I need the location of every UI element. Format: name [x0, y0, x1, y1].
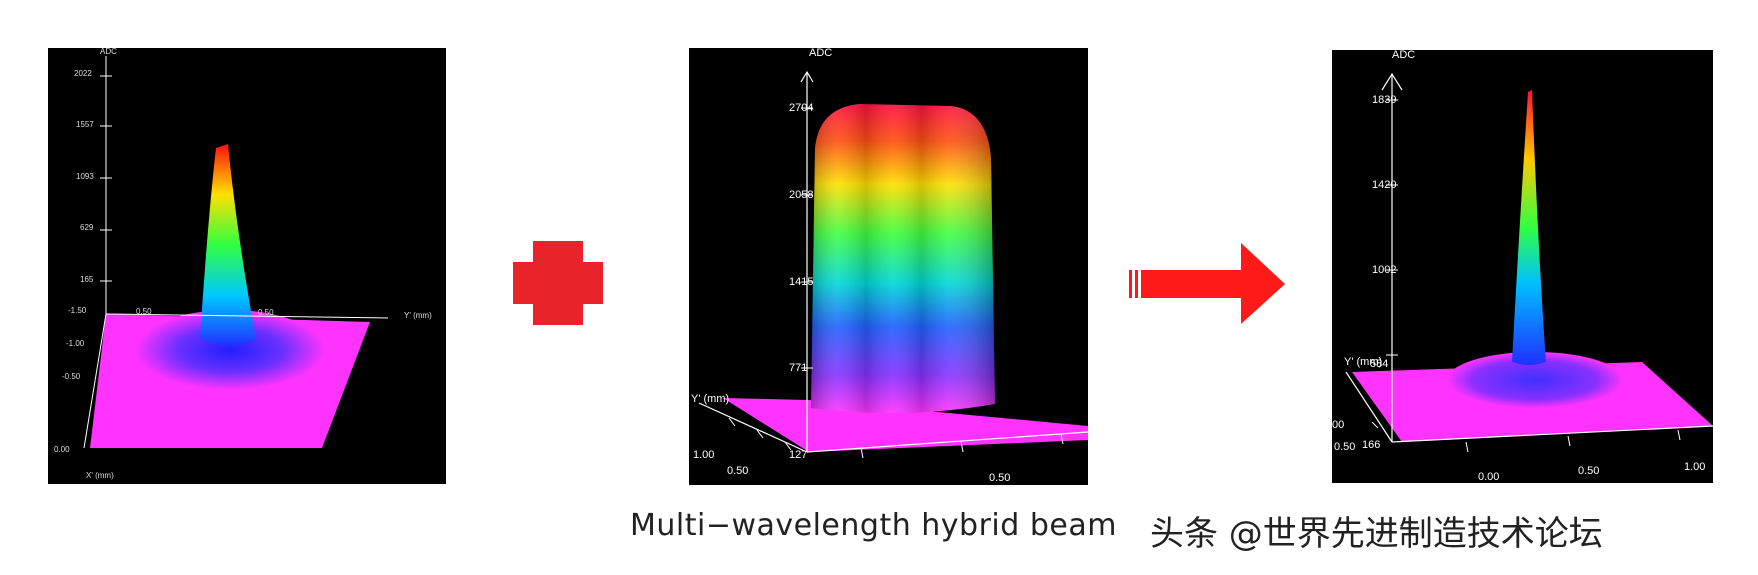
z-tick: 629	[80, 223, 94, 232]
z-tick: 2704	[789, 102, 814, 114]
result-arrow-icon	[1129, 243, 1285, 324]
x-tick: 0.00	[1478, 471, 1500, 483]
beam-profile-plot-flat-top: ADC 2704 2058 1415 771 127 Y' (mm) 1.00 …	[689, 48, 1088, 485]
z-tick: 2058	[789, 189, 814, 201]
y-tick: 0.50	[727, 465, 749, 477]
beam-profile-a-graphic	[83, 56, 389, 449]
y-tick: -1.50	[68, 306, 87, 315]
y-axis-label: Y' (mm)	[1344, 356, 1383, 368]
y-tick: -1.00	[66, 339, 85, 348]
z-tick: 166	[1362, 439, 1381, 451]
z-tick: 584	[1370, 358, 1389, 370]
figure-caption: Multi−wavelength hybrid beam	[630, 508, 1117, 543]
bottom-axis-label: X' (mm)	[86, 471, 114, 480]
y-tick: 0.00	[54, 445, 70, 454]
z-axis-title: ADC	[1392, 50, 1416, 61]
beam-profile-plot-hybrid: ADC 1839 1420 1002 584 166 Y' (mm) 00 0.…	[1332, 50, 1713, 483]
z-tick: 1420	[1372, 179, 1397, 191]
y-tick: 0.50	[1334, 441, 1356, 453]
beam-base-glow	[1447, 352, 1623, 408]
beam-peak	[200, 144, 256, 347]
x-tick: 0.50	[1578, 465, 1600, 477]
z-tick: 127	[789, 449, 808, 461]
x-tick: 1.00	[1684, 461, 1706, 473]
z-tick: 1002	[1372, 264, 1397, 276]
x-tick: 0.50	[136, 307, 152, 316]
x-tick: 0.50	[258, 308, 274, 317]
z-tick: 2022	[74, 69, 92, 78]
x-tick: 0.50	[989, 472, 1011, 484]
z-axis-title: ADC	[809, 48, 833, 59]
z-tick: 1557	[76, 120, 94, 129]
y-tick: 00	[1332, 419, 1345, 431]
beam-profile-c-graphic	[1345, 72, 1713, 453]
z-axis-title: ADC	[100, 48, 117, 56]
beam-base-glow	[135, 310, 325, 390]
beam-profile-b-graphic	[698, 70, 1088, 459]
y-tick: -0.50	[62, 372, 81, 381]
source-watermark: 头条 @世界先进制造技术论坛	[1150, 514, 1603, 554]
y-axis-label: Y' (mm)	[691, 393, 730, 405]
y-tick: 1.00	[693, 449, 715, 461]
beam-profile-plot-single: ADC 2022 1557 1093 629 165 -1.50 -1.00 -…	[48, 48, 446, 484]
beam-peak	[1512, 90, 1546, 365]
z-tick: 771	[789, 362, 808, 374]
z-tick: 1415	[789, 276, 814, 288]
z-tick: 165	[80, 275, 94, 284]
z-tick: 1839	[1372, 94, 1397, 106]
x-axis-label: Y' (mm)	[404, 311, 432, 320]
z-tick: 1093	[76, 172, 94, 181]
